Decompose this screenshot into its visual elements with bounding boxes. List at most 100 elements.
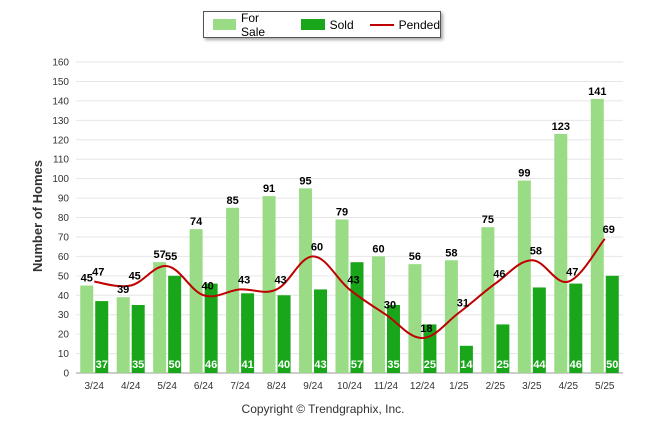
label-for-sale: 39 — [117, 284, 129, 296]
y-tick-label: 140 — [52, 96, 69, 107]
bar-for-sale — [299, 188, 313, 373]
bar-sold — [569, 283, 583, 373]
y-axis-label: Number of Homes — [30, 160, 45, 272]
label-pended: 46 — [493, 269, 505, 281]
legend-swatch-for-sale — [213, 19, 237, 30]
gridlines — [76, 61, 623, 374]
label-pended: 43 — [238, 274, 250, 286]
x-tick-label: 5/25 — [595, 381, 615, 392]
copyright-text: Copyright © Trendgraphix, Inc. — [241, 402, 405, 416]
y-tick-label: 50 — [58, 271, 70, 282]
label-for-sale: 95 — [299, 175, 311, 187]
label-for-sale: 91 — [263, 183, 275, 195]
bar-sold — [168, 275, 182, 373]
label-for-sale: 85 — [226, 195, 238, 207]
label-for-sale: 60 — [372, 243, 384, 255]
label-pended: 43 — [274, 274, 286, 286]
label-pended: 40 — [202, 280, 214, 292]
label-sold: 35 — [387, 359, 399, 371]
label-pended: 60 — [311, 241, 323, 253]
legend-item-sold: Sold — [300, 18, 354, 32]
pended-line-path — [94, 238, 606, 340]
x-tick-label: 7/24 — [230, 381, 250, 392]
label-for-sale: 79 — [336, 206, 348, 218]
bar-sold — [314, 289, 328, 373]
label-sold: 35 — [132, 359, 144, 371]
x-axis-ticks: 3/24 4/24 5/24 6/24 7/24 8/24 9/24 10/24 11/24 12… — [84, 381, 614, 392]
label-pended: 47 — [92, 267, 104, 279]
bar-for-sale — [481, 227, 495, 373]
x-tick-label: 1/25 — [449, 381, 469, 392]
x-tick-label: 10/24 — [337, 381, 362, 392]
label-pended: 31 — [457, 298, 469, 310]
y-tick-label: 30 — [58, 310, 70, 321]
bar-for-sale — [189, 229, 203, 373]
label-pended: 45 — [129, 271, 141, 283]
bars — [80, 98, 619, 374]
y-tick-label: 70 — [58, 232, 70, 243]
bar-for-sale — [408, 264, 422, 373]
x-tick-label: 2/25 — [486, 381, 506, 392]
label-for-sale: 141 — [588, 86, 606, 98]
bar-sold — [605, 275, 619, 373]
label-sold: 14 — [460, 359, 473, 371]
y-tick-label: 120 — [52, 135, 69, 146]
label-sold: 57 — [351, 359, 363, 371]
label-for-sale: 74 — [190, 216, 203, 228]
y-tick-label: 90 — [58, 194, 70, 205]
bar-sold — [204, 283, 218, 373]
label-sold: 46 — [205, 359, 217, 371]
label-sold: 44 — [533, 359, 546, 371]
y-tick-label: 60 — [58, 252, 70, 263]
label-sold: 40 — [278, 359, 290, 371]
y-tick-label: 0 — [63, 369, 69, 380]
label-for-sale: 45 — [81, 273, 93, 285]
bar-sold — [350, 262, 364, 373]
label-for-sale: 99 — [518, 168, 530, 180]
bar-for-sale — [80, 285, 94, 373]
bar-for-sale — [153, 262, 167, 373]
label-sold: 25 — [497, 359, 509, 371]
legend-item-pended: Pended — [369, 17, 440, 32]
x-tick-label: 6/24 — [194, 381, 214, 392]
y-tick-label: 130 — [52, 116, 69, 127]
y-tick-label: 160 — [52, 58, 69, 69]
x-tick-label: 3/25 — [522, 381, 542, 392]
y-tick-label: 150 — [52, 77, 69, 88]
bar-for-sale — [590, 98, 604, 374]
label-pended: 30 — [384, 300, 396, 312]
data-labels: 45 37 39 35 57 50 74 46 85 41 91 40 95 43 79 57 60 35 56 25… — [81, 86, 619, 371]
bar-sold — [95, 301, 109, 373]
x-tick-label: 11/24 — [374, 381, 399, 392]
label-sold: 41 — [241, 359, 253, 371]
label-pended: 18 — [420, 323, 432, 335]
legend: For Sale Sold Pended — [203, 11, 441, 39]
y-axis-ticks: 0 10 20 30 40 50 60 70 80 90 100 110 120 130 140 150 160 — [52, 58, 69, 380]
x-tick-label: 12/24 — [410, 381, 435, 392]
label-pended: 55 — [165, 251, 177, 263]
bar-sold — [131, 304, 145, 373]
label-sold: 50 — [606, 359, 618, 371]
label-sold: 25 — [424, 359, 436, 371]
label-sold: 50 — [169, 359, 181, 371]
label-for-sale: 75 — [482, 214, 494, 226]
legend-label-pended: Pended — [398, 17, 440, 32]
y-tick-label: 100 — [52, 174, 69, 185]
x-tick-label: 5/24 — [157, 381, 177, 392]
label-for-sale: 123 — [552, 121, 570, 133]
label-pended: 69 — [603, 224, 615, 236]
x-tick-label: 3/24 — [84, 381, 104, 392]
label-pended: 58 — [530, 245, 542, 257]
bar-for-sale — [262, 196, 276, 373]
label-sold: 46 — [570, 359, 582, 371]
y-tick-label: 80 — [58, 213, 70, 224]
bar-sold — [277, 295, 291, 373]
y-tick-label: 20 — [58, 330, 70, 341]
label-sold: 43 — [314, 359, 326, 371]
pended-line — [94, 238, 606, 340]
legend-item-for-sale: For Sale — [213, 11, 285, 39]
bar-sold — [459, 345, 473, 373]
label-pended: 47 — [566, 267, 578, 279]
x-tick-label: 8/24 — [267, 381, 287, 392]
